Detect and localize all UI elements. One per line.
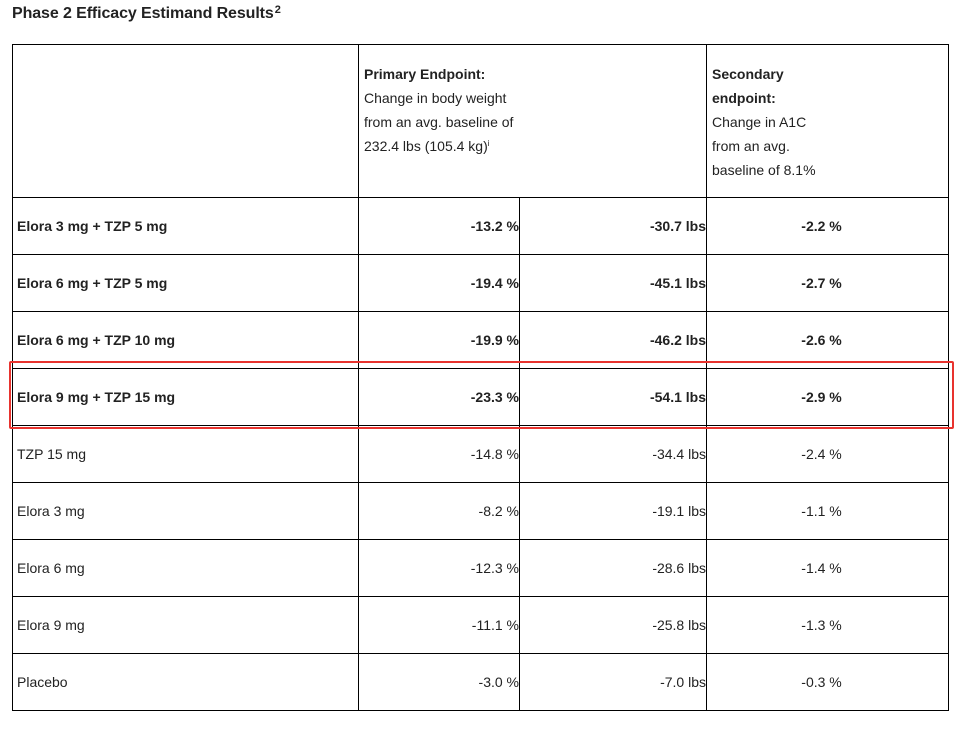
weight-change-percent: -23.3 %	[358, 368, 520, 426]
table-row: Elora 3 mg -8.2 % -19.1 lbs -1.1 %	[12, 482, 950, 540]
row-label: Elora 9 mg + TZP 15 mg	[12, 368, 359, 426]
table-row: Elora 6 mg + TZP 10 mg -19.9 % -46.2 lbs…	[12, 311, 950, 369]
weight-change-percent: -3.0 %	[358, 653, 520, 711]
weight-change-lbs: -30.7 lbs	[518, 197, 708, 255]
table-row: TZP 15 mg -14.8 % -34.4 lbs -2.4 %	[12, 425, 950, 483]
weight-change-percent: -11.1 %	[358, 596, 520, 654]
a1c-change: -0.3 %	[706, 653, 950, 711]
primary-endpoint-header: Primary Endpoint: Change in body weight …	[357, 44, 708, 198]
weight-change-percent: -8.2 %	[358, 482, 520, 540]
weight-change-lbs: -54.1 lbs	[518, 368, 708, 426]
a1c-change: -2.9 %	[706, 368, 950, 426]
weight-change-percent: -13.2 %	[358, 197, 520, 255]
a1c-change: -2.7 %	[706, 254, 950, 312]
footnote-ref-2[interactable]: 2	[274, 4, 281, 16]
weight-change-lbs: -7.0 lbs	[518, 653, 708, 711]
weight-change-percent: -14.8 %	[358, 425, 520, 483]
row-label: Elora 6 mg	[12, 539, 359, 597]
efficacy-results-table: Primary Endpoint: Change in body weight …	[12, 44, 950, 711]
primary-endpoint-desc-3-wrap: 232.4 lbs (105.4 kg)i	[364, 134, 701, 158]
row-label: Placebo	[12, 653, 359, 711]
secondary-endpoint-desc-2: from an avg.	[712, 138, 790, 154]
a1c-change: -1.1 %	[706, 482, 950, 540]
table-row: Placebo -3.0 % -7.0 lbs -0.3 %	[12, 653, 950, 711]
weight-change-lbs: -45.1 lbs	[518, 254, 708, 312]
table-row: Elora 6 mg -12.3 % -28.6 lbs -1.4 %	[12, 539, 950, 597]
weight-change-percent: -19.4 %	[358, 254, 520, 312]
secondary-endpoint-desc-1: Change in A1C	[712, 114, 807, 130]
secondary-endpoint-title-2: endpoint:	[712, 90, 776, 106]
weight-change-percent: -12.3 %	[358, 539, 520, 597]
primary-endpoint-desc-1: Change in body weight	[364, 90, 507, 106]
table-header-row: Primary Endpoint: Change in body weight …	[12, 44, 950, 198]
weight-change-lbs: -25.8 lbs	[518, 596, 708, 654]
row-label: Elora 3 mg	[12, 482, 359, 540]
primary-endpoint-desc-3: 232.4 lbs (105.4 kg)	[364, 138, 488, 154]
header-empty-cell	[12, 44, 359, 198]
row-label: Elora 9 mg	[12, 596, 359, 654]
a1c-change: -2.6 %	[706, 311, 950, 369]
row-label: TZP 15 mg	[12, 425, 359, 483]
row-label: Elora 6 mg + TZP 10 mg	[12, 311, 359, 369]
a1c-change: -1.4 %	[706, 539, 950, 597]
secondary-endpoint-header: Secondary endpoint: Change in A1C from a…	[706, 44, 950, 198]
primary-endpoint-title: Primary Endpoint:	[364, 66, 486, 82]
page-title-text: Phase 2 Efficacy Estimand Results	[12, 5, 274, 22]
table-row: Elora 9 mg -11.1 % -25.8 lbs -1.3 %	[12, 596, 950, 654]
weight-change-lbs: -19.1 lbs	[518, 482, 708, 540]
weight-change-percent: -19.9 %	[358, 311, 520, 369]
row-label: Elora 3 mg + TZP 5 mg	[12, 197, 359, 255]
page-title: Phase 2 Efficacy Estimand Results2	[12, 4, 281, 23]
weight-change-lbs: -46.2 lbs	[518, 311, 708, 369]
primary-endpoint-desc-2: from an avg. baseline of	[364, 114, 514, 130]
secondary-endpoint-desc-3: baseline of 8.1%	[712, 162, 816, 178]
secondary-endpoint-title-1: Secondary	[712, 66, 784, 82]
table-row: Elora 6 mg + TZP 5 mg -19.4 % -45.1 lbs …	[12, 254, 950, 312]
table-row: Elora 3 mg + TZP 5 mg -13.2 % -30.7 lbs …	[12, 197, 950, 255]
a1c-change: -2.2 %	[706, 197, 950, 255]
footnote-ref-i[interactable]: i	[487, 139, 490, 148]
weight-change-lbs: -34.4 lbs	[518, 425, 708, 483]
table-row-highlighted: Elora 9 mg + TZP 15 mg -23.3 % -54.1 lbs…	[12, 368, 950, 426]
a1c-change: -2.4 %	[706, 425, 950, 483]
a1c-change: -1.3 %	[706, 596, 950, 654]
weight-change-lbs: -28.6 lbs	[518, 539, 708, 597]
row-label: Elora 6 mg + TZP 5 mg	[12, 254, 359, 312]
